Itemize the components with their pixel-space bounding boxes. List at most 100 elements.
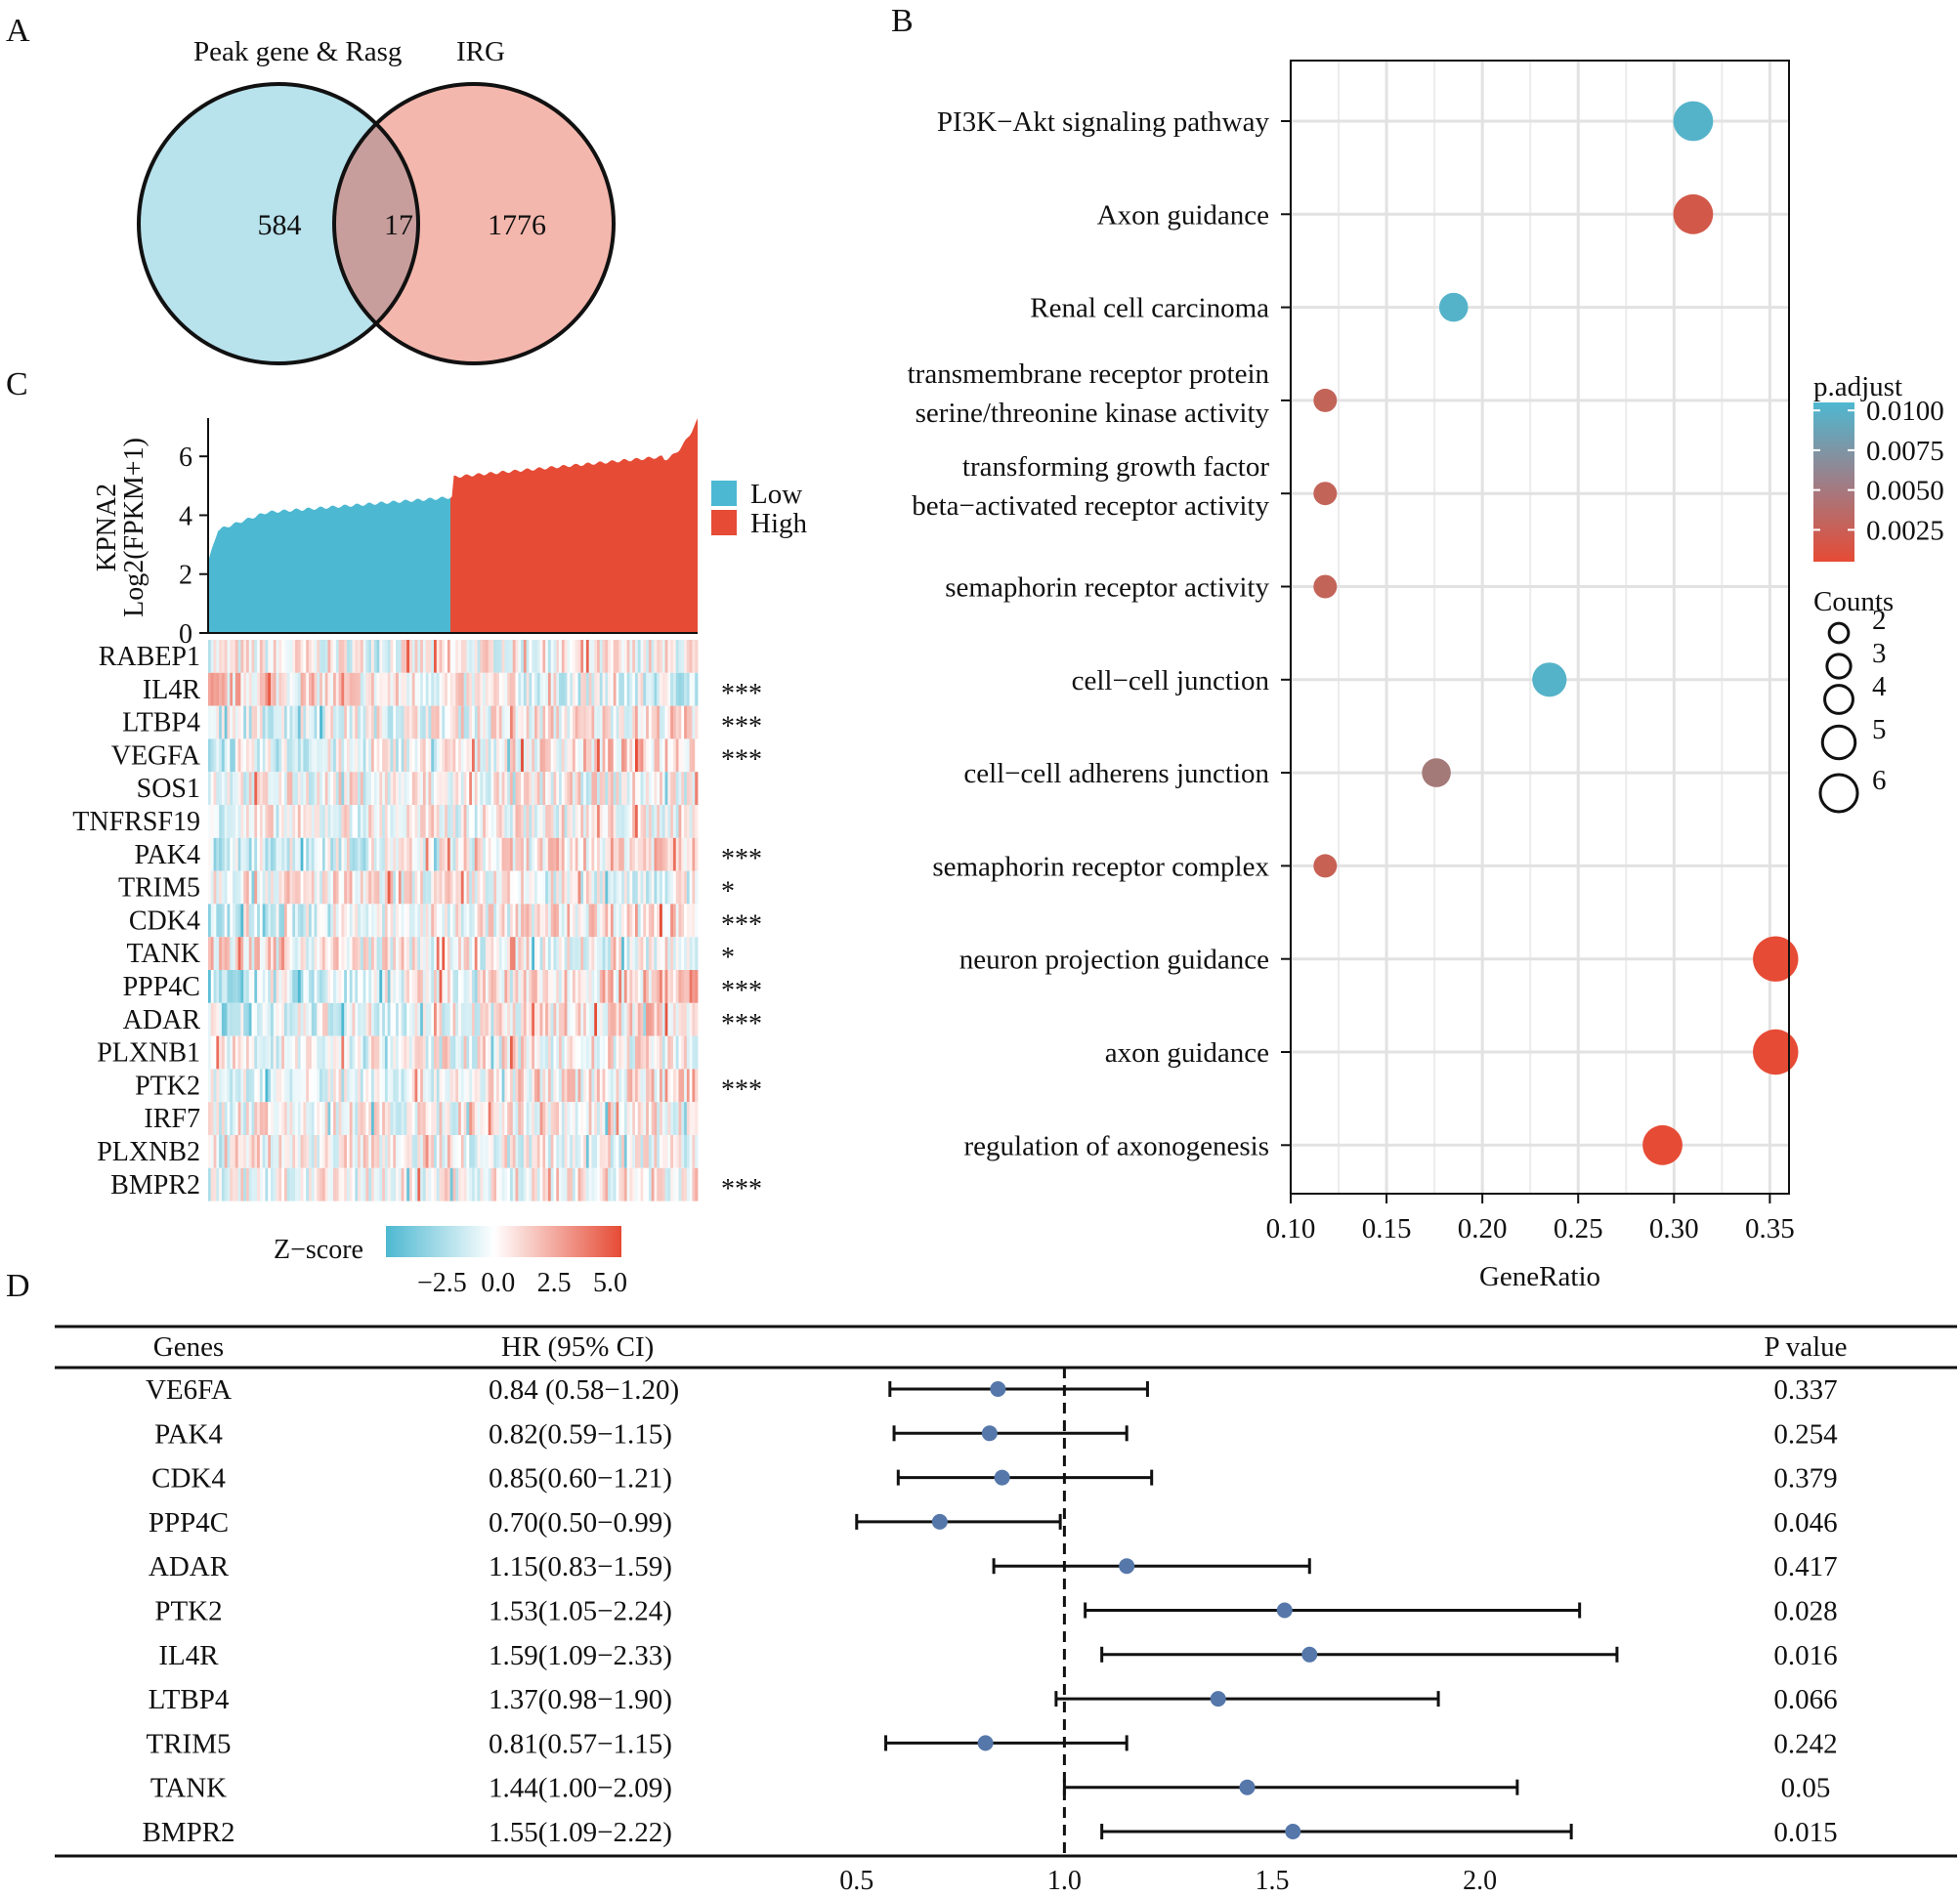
heatmap-cell [368, 805, 372, 838]
heatmap-cell [434, 672, 438, 706]
heatmap-cell [401, 738, 405, 773]
heatmap-cell [344, 738, 348, 773]
heatmap-cell [559, 738, 563, 773]
heatmap-cell [404, 1002, 407, 1036]
heatmap-cell [678, 1135, 682, 1168]
heatmap-cell [507, 1135, 511, 1168]
heatmap-cell [300, 904, 304, 938]
heatmap-cell [221, 937, 226, 970]
heatmap-cell [257, 1167, 261, 1201]
heatmap-cell [408, 738, 413, 773]
heatmap-cell [281, 738, 285, 773]
heatmap-cell [539, 1135, 543, 1168]
heatmap-cell [678, 870, 682, 905]
heatmap-cell [382, 738, 386, 773]
heatmap-cell [575, 937, 578, 970]
heatmap-cell [591, 1135, 595, 1168]
heatmap-cell [333, 672, 337, 706]
dotplot-point [1753, 936, 1799, 982]
heatmap-cell [681, 870, 685, 905]
heatmap-cell [640, 705, 644, 739]
heatmap-cell [271, 640, 275, 673]
heatmap-cell [471, 805, 476, 838]
heatmap-cell [259, 904, 264, 938]
heatmap-cell [626, 1167, 630, 1201]
heatmap-cell [436, 870, 440, 905]
heatmap-cell [262, 1135, 266, 1168]
heatmap-cell [404, 705, 407, 739]
heatmap-cell [455, 640, 459, 673]
heatmap-cell [648, 705, 653, 739]
heatmap-cell [352, 1135, 356, 1168]
heatmap-cell [445, 1167, 448, 1201]
heatmap-cell [449, 870, 453, 905]
heatmap-cell [651, 1135, 655, 1168]
heatmap-cell [346, 1002, 351, 1036]
heatmap-cell [634, 738, 639, 773]
heatmap-cell [233, 970, 236, 1003]
heatmap-cell [393, 937, 397, 970]
heatmap-cell [303, 1069, 307, 1103]
heatmap-cell [689, 640, 693, 673]
heatmap-cell [599, 772, 603, 805]
heatmap-cell [523, 805, 528, 838]
heatmap-cell [333, 970, 337, 1003]
dotplot-x-tick-label: 0.35 [1745, 1213, 1795, 1244]
heatmap-cell [455, 937, 459, 970]
heatmap-cell [308, 640, 313, 673]
heatmap-cell [575, 1069, 578, 1103]
heatmap-cell [434, 772, 438, 805]
heatmap-cell [289, 904, 293, 938]
heatmap-cell [300, 672, 304, 706]
heatmap-cell [408, 1035, 413, 1070]
heatmap-cell [297, 805, 302, 838]
heatmap-cell [295, 1135, 299, 1168]
heatmap-cell [317, 738, 320, 773]
heatmap-cell [382, 705, 386, 739]
heatmap-cell [570, 970, 574, 1003]
heatmap-cell [349, 640, 353, 673]
heatmap-cell [452, 705, 456, 739]
heatmap-cell [295, 1102, 299, 1135]
heatmap-cell [358, 904, 362, 938]
heatmap-cell [536, 1102, 540, 1135]
heatmap-cell [362, 1002, 366, 1036]
heatmap-cell [283, 1167, 288, 1201]
heatmap-cell [610, 837, 615, 871]
heatmap-cell [268, 772, 272, 805]
heatmap-cell [286, 870, 290, 905]
dotplot-term-label: beta−activated receptor activity [912, 490, 1269, 522]
heatmap-cell [594, 1002, 598, 1036]
heatmap-cell [667, 705, 671, 739]
heatmap-cell [221, 1069, 226, 1103]
heatmap-cell [352, 738, 356, 773]
heatmap-cell [292, 1002, 296, 1036]
heatmap-cell [618, 1167, 622, 1201]
dotplot-term-label: Axon guidance [1097, 199, 1269, 231]
heatmap-cell [408, 1069, 413, 1103]
heatmap-cell [621, 837, 625, 871]
heatmap-cell [216, 837, 220, 871]
heatmap-cell [262, 805, 266, 838]
heatmap-cell [599, 1069, 603, 1103]
heatmap-cell [393, 1102, 397, 1135]
heatmap-cell [471, 672, 476, 706]
heatmap-cell [591, 1167, 595, 1201]
heatmap-cell [289, 1035, 293, 1070]
heatmap-cell [233, 705, 236, 739]
heatmap-cell [411, 805, 415, 838]
heatmap-cell [542, 870, 546, 905]
heatmap-cell [547, 805, 552, 838]
heatmap-cell [643, 640, 647, 673]
heatmap-cell [368, 870, 372, 905]
heatmap-cell [572, 772, 576, 805]
heatmap-cell [449, 1102, 453, 1135]
heatmap-cell [208, 1167, 212, 1201]
heatmap-cell [686, 904, 691, 938]
heatmap-cell [580, 1035, 584, 1070]
heatmap-cell [695, 870, 699, 905]
heatmap-cell [458, 1167, 462, 1201]
heatmap-cell [466, 837, 470, 871]
heatmap-cell [425, 738, 429, 773]
heatmap-cell [616, 870, 619, 905]
